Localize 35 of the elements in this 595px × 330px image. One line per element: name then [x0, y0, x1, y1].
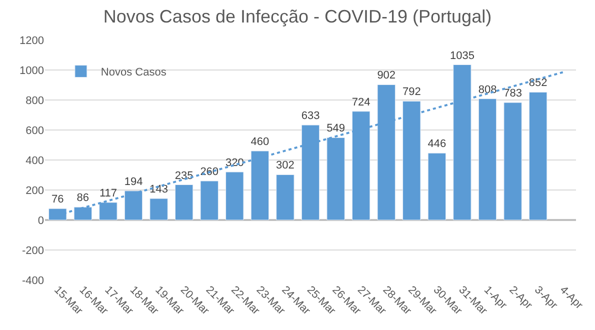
data-label: 302: [276, 160, 294, 172]
data-label: 724: [352, 96, 370, 108]
data-label: 633: [301, 110, 320, 122]
y-tick-label: 1200: [20, 34, 44, 47]
data-label: 852: [528, 77, 548, 90]
bar: [528, 92, 548, 220]
data-label: 1035: [450, 50, 474, 62]
data-label: 76: [52, 194, 64, 206]
legend-label: Novos Casos: [100, 66, 167, 79]
bar: [200, 180, 218, 220]
bar: [504, 102, 522, 220]
y-tick-label: 0: [38, 214, 44, 227]
y-tick-label: 800: [26, 94, 44, 107]
data-label: 117: [99, 187, 117, 200]
data-label: 194: [124, 176, 143, 188]
chart-title: Novos Casos de Infecção - COVID-19 (Portugal): [103, 6, 492, 26]
y-tick-label: 600: [26, 124, 44, 137]
data-label: 783: [504, 88, 522, 100]
y-tick-label: -200: [22, 244, 44, 257]
data-label: 86: [76, 192, 90, 204]
data-label: 460: [250, 136, 270, 148]
y-tick-label: 1000: [20, 64, 44, 77]
data-label: 902: [377, 70, 396, 82]
data-label: 808: [478, 84, 497, 96]
y-tick-label: 200: [26, 184, 44, 197]
bar: [150, 198, 168, 220]
data-label: 143: [150, 184, 168, 196]
bar: [428, 152, 446, 220]
y-tick-label: 400: [26, 154, 44, 167]
data-label: 549: [326, 122, 345, 135]
y-tick-label: -400: [22, 274, 44, 287]
bar: [276, 174, 294, 220]
bar: [226, 172, 244, 220]
data-label: 792: [402, 86, 421, 98]
data-label: 446: [428, 138, 446, 150]
